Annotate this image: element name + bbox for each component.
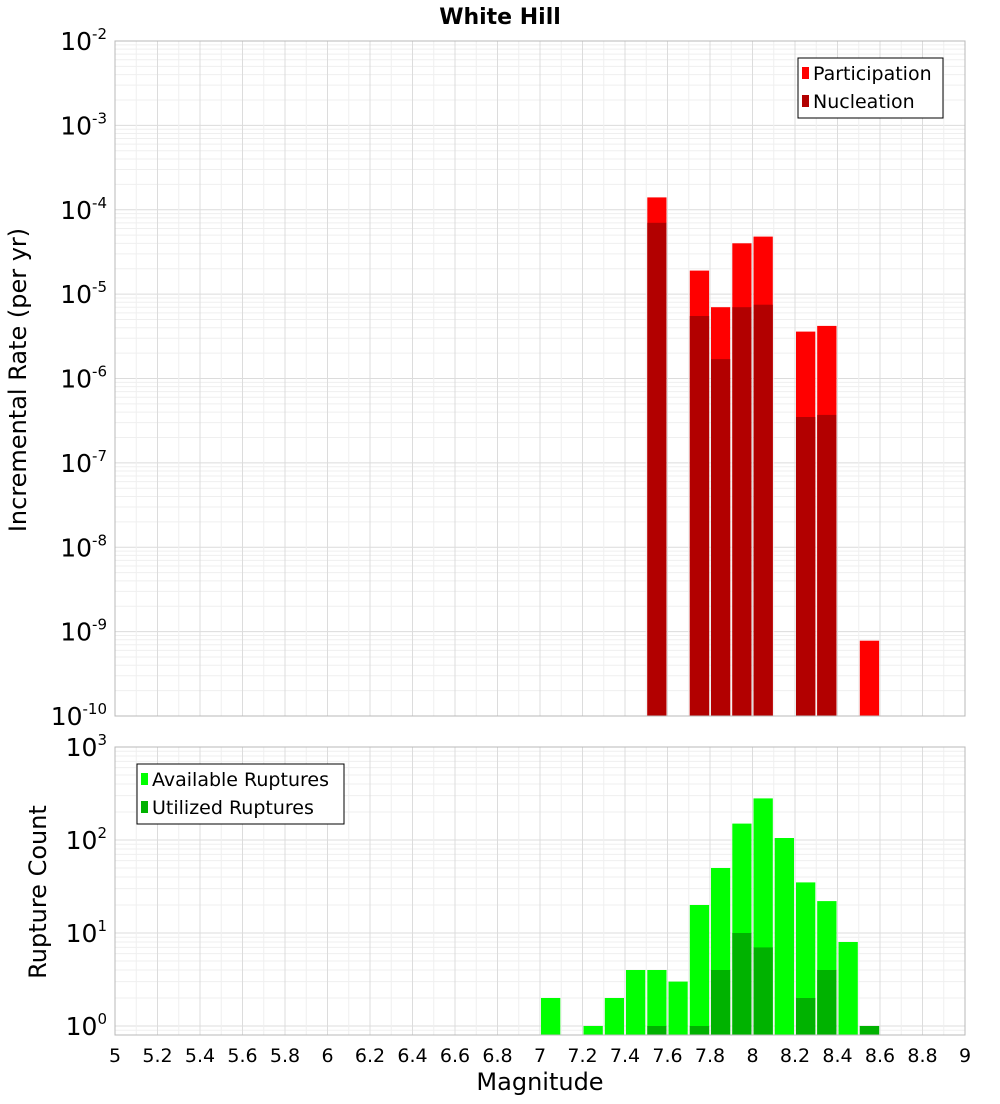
y-tick-label: 10-10: [51, 700, 107, 731]
bar-utilized-ruptures-4: [753, 947, 773, 1035]
plot-panel-0: 10-2 10-3 10-4 10-5 10-6 10-7 10-8 10-9 10-10 Par…: [51, 25, 966, 731]
y-tick-label: 10-3: [60, 109, 107, 140]
x-tick-label: 8.6: [865, 1045, 895, 1067]
bar-available-ruptures-4: [647, 970, 667, 1035]
bar-available-ruptures-10: [774, 838, 794, 1035]
legend-box: [136, 763, 345, 825]
legend-label: Available Ruptures: [152, 769, 329, 791]
bar-nucleation-3: [732, 307, 752, 716]
bar-available-ruptures-0: [541, 998, 561, 1035]
legend-swatch: [141, 801, 148, 813]
y-tick-label: 102: [66, 824, 107, 855]
y-tick-label: 103: [66, 731, 107, 762]
legend-0: Participation Nucleation: [797, 57, 944, 119]
y-tick-label: 10-6: [60, 363, 107, 394]
bottom-y-axis-label: Rupture Count: [24, 805, 52, 979]
legend-label: Participation: [813, 63, 932, 85]
x-tick-label: 5.2: [142, 1045, 172, 1067]
legend-label: Nucleation: [813, 91, 915, 113]
bar-available-ruptures-3: [626, 970, 646, 1035]
x-tick-label: 6.6: [440, 1045, 470, 1067]
bar-nucleation-1: [689, 316, 710, 716]
bar-available-ruptures-6: [689, 905, 710, 1035]
legend-label: Utilized Ruptures: [152, 797, 314, 819]
plot-frame: [114, 746, 966, 1036]
bar-utilized-ruptures-1: [689, 1026, 710, 1035]
x-tick-label: 7.8: [695, 1045, 725, 1067]
x-tick-label: 9: [959, 1045, 971, 1067]
y-tick-label: 100: [66, 1010, 107, 1041]
legend-box: [797, 57, 944, 119]
bar-nucleation-5: [796, 417, 816, 716]
x-tick-label: 8.4: [822, 1045, 852, 1067]
bar-nucleation-2: [711, 359, 731, 716]
x-tick-label: 8: [746, 1045, 758, 1067]
bar-participation-7: [859, 640, 880, 716]
x-tick-label: 6.2: [355, 1045, 385, 1067]
x-tick-label: 8.8: [907, 1045, 937, 1067]
x-tick-label: 7.6: [652, 1045, 682, 1067]
bar-available-ruptures-1: [583, 1026, 603, 1035]
x-tick-label: 7.4: [610, 1045, 640, 1067]
bar-available-ruptures-13: [838, 942, 858, 1035]
y-tick-label: 10-9: [60, 616, 107, 647]
bar-available-ruptures-5: [668, 981, 688, 1035]
x-tick-label: 6.4: [397, 1045, 427, 1067]
bar-nucleation-0: [647, 222, 667, 717]
y-tick-label: 10-7: [60, 447, 107, 478]
x-tick-label: 6.8: [482, 1045, 512, 1067]
x-tick-label: 5.6: [227, 1045, 257, 1067]
bar-utilized-ruptures-6: [817, 970, 837, 1035]
bar-utilized-ruptures-5: [796, 998, 816, 1035]
y-tick-label: 10-2: [60, 25, 107, 56]
x-tick-label: 7.2: [567, 1045, 597, 1067]
bar-nucleation-4: [753, 304, 773, 716]
x-tick-label: 5.4: [185, 1045, 215, 1067]
bar-utilized-ruptures-0: [647, 1026, 667, 1035]
x-axis-label: Magnitude: [476, 1068, 603, 1096]
x-tick-label: 7: [534, 1045, 546, 1067]
bar-utilized-ruptures-3: [732, 933, 752, 1035]
plot-frame: [114, 40, 966, 717]
chart-title: White Hill: [439, 5, 561, 30]
x-tick-label: 5: [109, 1045, 121, 1067]
legend-swatch: [802, 95, 809, 107]
x-tick-label: 6: [321, 1045, 333, 1067]
legend-swatch: [802, 67, 809, 79]
y-tick-label: 10-4: [60, 194, 107, 225]
x-tick-label: 5.8: [270, 1045, 300, 1067]
y-tick-label: 101: [66, 917, 107, 948]
legend-swatch: [141, 773, 148, 785]
bar-nucleation-6: [817, 414, 837, 716]
x-tick-label: 8.2: [780, 1045, 810, 1067]
y-tick-label: 10-8: [60, 531, 107, 562]
legend-1: Available Ruptures Utilized Ruptures: [136, 763, 345, 825]
bar-utilized-ruptures-2: [711, 970, 731, 1035]
bar-utilized-ruptures-7: [859, 1026, 880, 1035]
y-tick-label: 10-5: [60, 278, 107, 309]
top-y-axis-label: Incremental Rate (per yr): [4, 228, 32, 532]
bar-available-ruptures-2: [604, 998, 624, 1035]
bar-available-ruptures-11: [796, 882, 816, 1035]
